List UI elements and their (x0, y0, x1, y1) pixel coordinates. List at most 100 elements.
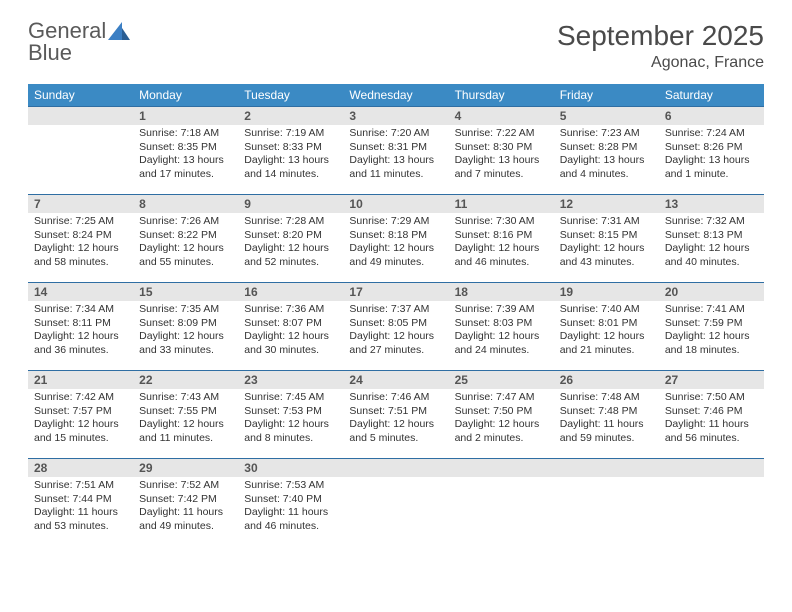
day-details: Sunrise: 7:25 AMSunset: 8:24 PMDaylight:… (28, 213, 133, 276)
day-number: 9 (238, 195, 343, 213)
logo-line2: Blue (28, 42, 106, 64)
day-details: Sunrise: 7:40 AMSunset: 8:01 PMDaylight:… (554, 301, 659, 364)
day-details: Sunrise: 7:48 AMSunset: 7:48 PMDaylight:… (554, 389, 659, 452)
day-details: Sunrise: 7:23 AMSunset: 8:28 PMDaylight:… (554, 125, 659, 188)
calendar-day-cell: 25Sunrise: 7:47 AMSunset: 7:50 PMDayligh… (449, 371, 554, 459)
calendar-day-cell: 14Sunrise: 7:34 AMSunset: 8:11 PMDayligh… (28, 283, 133, 371)
day-number: 25 (449, 371, 554, 389)
day-details: Sunrise: 7:43 AMSunset: 7:55 PMDaylight:… (133, 389, 238, 452)
day-details: Sunrise: 7:24 AMSunset: 8:26 PMDaylight:… (659, 125, 764, 188)
calendar-empty-cell (554, 459, 659, 547)
day-details: Sunrise: 7:42 AMSunset: 7:57 PMDaylight:… (28, 389, 133, 452)
day-details: Sunrise: 7:46 AMSunset: 7:51 PMDaylight:… (343, 389, 448, 452)
day-details: Sunrise: 7:41 AMSunset: 7:59 PMDaylight:… (659, 301, 764, 364)
day-details: Sunrise: 7:50 AMSunset: 7:46 PMDaylight:… (659, 389, 764, 452)
day-details: Sunrise: 7:35 AMSunset: 8:09 PMDaylight:… (133, 301, 238, 364)
day-number: 2 (238, 107, 343, 125)
calendar-day-cell: 4Sunrise: 7:22 AMSunset: 8:30 PMDaylight… (449, 107, 554, 195)
calendar-empty-cell (449, 459, 554, 547)
day-details: Sunrise: 7:31 AMSunset: 8:15 PMDaylight:… (554, 213, 659, 276)
calendar-day-cell: 1Sunrise: 7:18 AMSunset: 8:35 PMDaylight… (133, 107, 238, 195)
weekday-header: Wednesday (343, 84, 448, 107)
calendar-day-cell: 3Sunrise: 7:20 AMSunset: 8:31 PMDaylight… (343, 107, 448, 195)
day-number: 1 (133, 107, 238, 125)
calendar-day-cell: 27Sunrise: 7:50 AMSunset: 7:46 PMDayligh… (659, 371, 764, 459)
day-details: Sunrise: 7:20 AMSunset: 8:31 PMDaylight:… (343, 125, 448, 188)
calendar-day-cell: 20Sunrise: 7:41 AMSunset: 7:59 PMDayligh… (659, 283, 764, 371)
calendar-day-cell: 10Sunrise: 7:29 AMSunset: 8:18 PMDayligh… (343, 195, 448, 283)
calendar-day-cell: 9Sunrise: 7:28 AMSunset: 8:20 PMDaylight… (238, 195, 343, 283)
day-number: 27 (659, 371, 764, 389)
day-details: Sunrise: 7:45 AMSunset: 7:53 PMDaylight:… (238, 389, 343, 452)
weekday-header: Tuesday (238, 84, 343, 107)
day-number: 7 (28, 195, 133, 213)
calendar-day-cell: 12Sunrise: 7:31 AMSunset: 8:15 PMDayligh… (554, 195, 659, 283)
calendar-day-cell: 24Sunrise: 7:46 AMSunset: 7:51 PMDayligh… (343, 371, 448, 459)
day-number: 11 (449, 195, 554, 213)
day-number-empty (554, 459, 659, 477)
calendar-day-cell: 26Sunrise: 7:48 AMSunset: 7:48 PMDayligh… (554, 371, 659, 459)
day-details: Sunrise: 7:52 AMSunset: 7:42 PMDaylight:… (133, 477, 238, 540)
calendar-day-cell: 7Sunrise: 7:25 AMSunset: 8:24 PMDaylight… (28, 195, 133, 283)
calendar-empty-cell (659, 459, 764, 547)
calendar-day-cell: 21Sunrise: 7:42 AMSunset: 7:57 PMDayligh… (28, 371, 133, 459)
day-details: Sunrise: 7:22 AMSunset: 8:30 PMDaylight:… (449, 125, 554, 188)
day-number: 13 (659, 195, 764, 213)
month-title: September 2025 (557, 20, 764, 52)
day-details: Sunrise: 7:37 AMSunset: 8:05 PMDaylight:… (343, 301, 448, 364)
day-details: Sunrise: 7:47 AMSunset: 7:50 PMDaylight:… (449, 389, 554, 452)
calendar-day-cell: 28Sunrise: 7:51 AMSunset: 7:44 PMDayligh… (28, 459, 133, 547)
day-details: Sunrise: 7:34 AMSunset: 8:11 PMDaylight:… (28, 301, 133, 364)
day-details: Sunrise: 7:51 AMSunset: 7:44 PMDaylight:… (28, 477, 133, 540)
weekday-header: Friday (554, 84, 659, 107)
day-number: 10 (343, 195, 448, 213)
calendar-day-cell: 11Sunrise: 7:30 AMSunset: 8:16 PMDayligh… (449, 195, 554, 283)
calendar-day-cell: 8Sunrise: 7:26 AMSunset: 8:22 PMDaylight… (133, 195, 238, 283)
title-block: September 2025 Agonac, France (557, 20, 764, 72)
calendar-day-cell: 29Sunrise: 7:52 AMSunset: 7:42 PMDayligh… (133, 459, 238, 547)
weekday-header-row: SundayMondayTuesdayWednesdayThursdayFrid… (28, 84, 764, 107)
day-details: Sunrise: 7:28 AMSunset: 8:20 PMDaylight:… (238, 213, 343, 276)
weekday-header: Monday (133, 84, 238, 107)
day-number: 29 (133, 459, 238, 477)
day-number-empty (28, 107, 133, 125)
day-details: Sunrise: 7:53 AMSunset: 7:40 PMDaylight:… (238, 477, 343, 540)
day-number: 23 (238, 371, 343, 389)
day-details: Sunrise: 7:19 AMSunset: 8:33 PMDaylight:… (238, 125, 343, 188)
day-number: 16 (238, 283, 343, 301)
day-details: Sunrise: 7:29 AMSunset: 8:18 PMDaylight:… (343, 213, 448, 276)
weekday-header: Thursday (449, 84, 554, 107)
day-details: Sunrise: 7:32 AMSunset: 8:13 PMDaylight:… (659, 213, 764, 276)
calendar-week-row: 1Sunrise: 7:18 AMSunset: 8:35 PMDaylight… (28, 107, 764, 195)
day-number: 28 (28, 459, 133, 477)
day-number: 12 (554, 195, 659, 213)
calendar-table: SundayMondayTuesdayWednesdayThursdayFrid… (28, 84, 764, 547)
logo: General Blue (28, 20, 130, 64)
calendar-day-cell: 16Sunrise: 7:36 AMSunset: 8:07 PMDayligh… (238, 283, 343, 371)
calendar-week-row: 7Sunrise: 7:25 AMSunset: 8:24 PMDaylight… (28, 195, 764, 283)
day-number: 24 (343, 371, 448, 389)
day-details: Sunrise: 7:36 AMSunset: 8:07 PMDaylight:… (238, 301, 343, 364)
day-number: 20 (659, 283, 764, 301)
day-number: 14 (28, 283, 133, 301)
day-number: 8 (133, 195, 238, 213)
calendar-empty-cell (28, 107, 133, 195)
calendar-day-cell: 23Sunrise: 7:45 AMSunset: 7:53 PMDayligh… (238, 371, 343, 459)
day-details: Sunrise: 7:30 AMSunset: 8:16 PMDaylight:… (449, 213, 554, 276)
day-number: 3 (343, 107, 448, 125)
calendar-empty-cell (343, 459, 448, 547)
day-details: Sunrise: 7:39 AMSunset: 8:03 PMDaylight:… (449, 301, 554, 364)
day-number: 22 (133, 371, 238, 389)
calendar-week-row: 14Sunrise: 7:34 AMSunset: 8:11 PMDayligh… (28, 283, 764, 371)
day-number: 21 (28, 371, 133, 389)
calendar-day-cell: 5Sunrise: 7:23 AMSunset: 8:28 PMDaylight… (554, 107, 659, 195)
calendar-week-row: 28Sunrise: 7:51 AMSunset: 7:44 PMDayligh… (28, 459, 764, 547)
calendar-day-cell: 17Sunrise: 7:37 AMSunset: 8:05 PMDayligh… (343, 283, 448, 371)
day-number: 6 (659, 107, 764, 125)
day-number-empty (449, 459, 554, 477)
header: General Blue September 2025 Agonac, Fran… (28, 20, 764, 72)
day-details: Sunrise: 7:26 AMSunset: 8:22 PMDaylight:… (133, 213, 238, 276)
calendar-day-cell: 22Sunrise: 7:43 AMSunset: 7:55 PMDayligh… (133, 371, 238, 459)
calendar-day-cell: 13Sunrise: 7:32 AMSunset: 8:13 PMDayligh… (659, 195, 764, 283)
calendar-day-cell: 19Sunrise: 7:40 AMSunset: 8:01 PMDayligh… (554, 283, 659, 371)
